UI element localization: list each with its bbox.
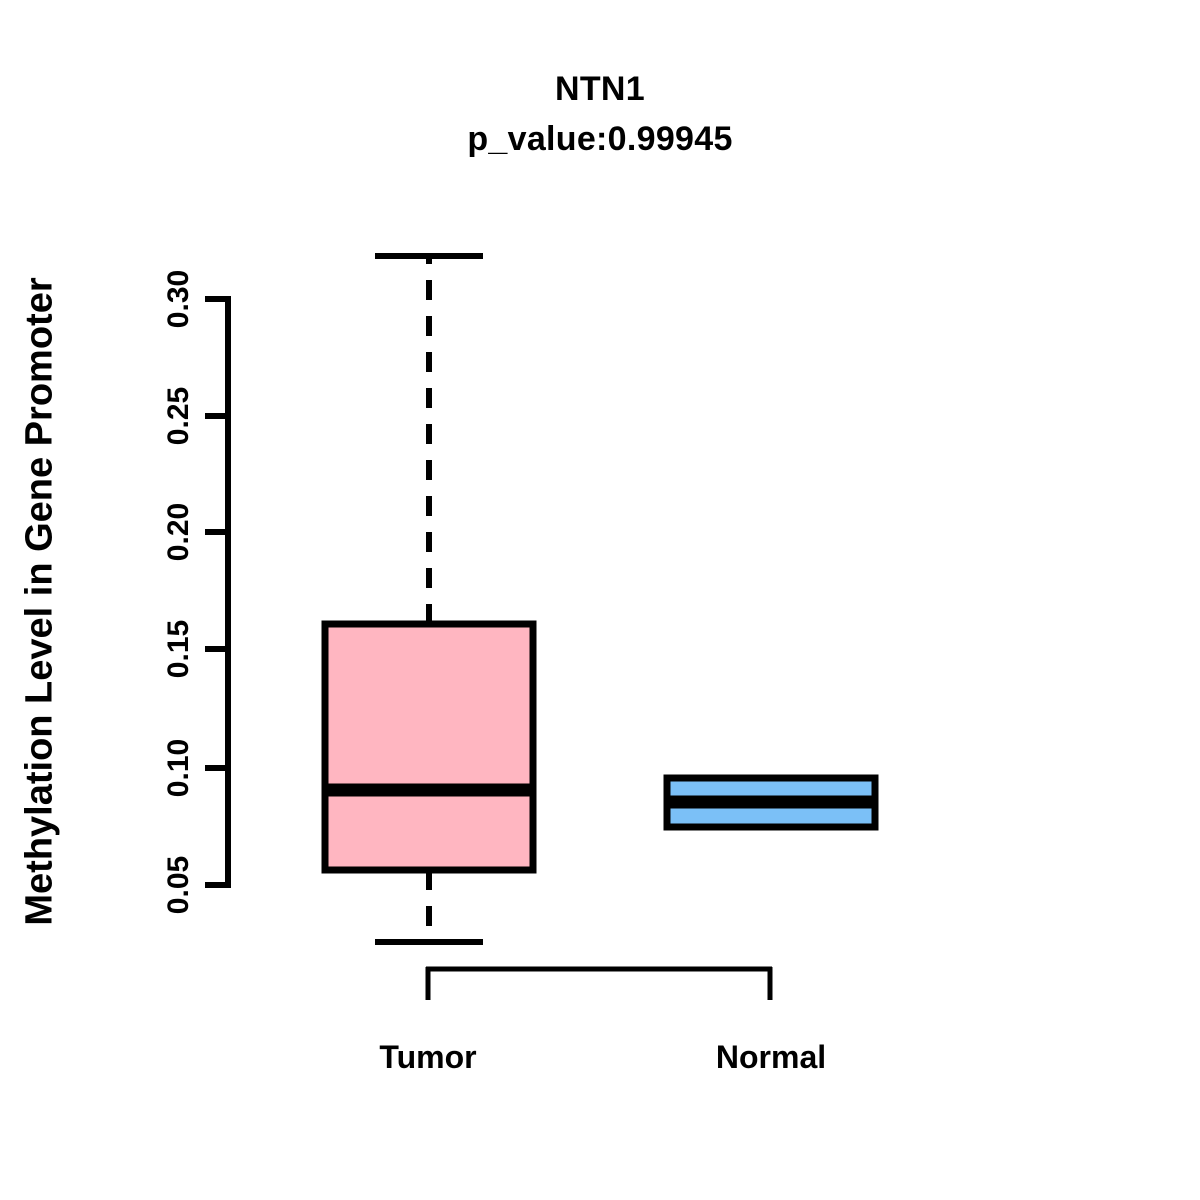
tumor-box-body[interactable] (321, 620, 537, 874)
x-axis: Tumor Normal (379, 966, 826, 1075)
y-tick-label-1: 0.10 (162, 739, 195, 797)
x-label-normal: Normal (716, 1039, 826, 1075)
chart-subtitle-pvalue: p_value:0.99945 (467, 120, 733, 158)
y-tick-label-2: 0.15 (162, 620, 195, 678)
chart-title: NTN1 (555, 70, 645, 108)
box-normal[interactable] (663, 774, 879, 831)
y-tick-label-4: 0.25 (162, 387, 195, 445)
box-tumor[interactable] (321, 253, 537, 945)
y-tick-label-5: 0.30 (162, 270, 195, 328)
y-axis: 0.30 0.25 0.20 0.15 0.10 0.05 (162, 270, 231, 914)
x-label-tumor: Tumor (379, 1039, 476, 1075)
y-tick-label-0: 0.05 (162, 856, 195, 914)
y-tick-label-3: 0.20 (162, 503, 195, 561)
